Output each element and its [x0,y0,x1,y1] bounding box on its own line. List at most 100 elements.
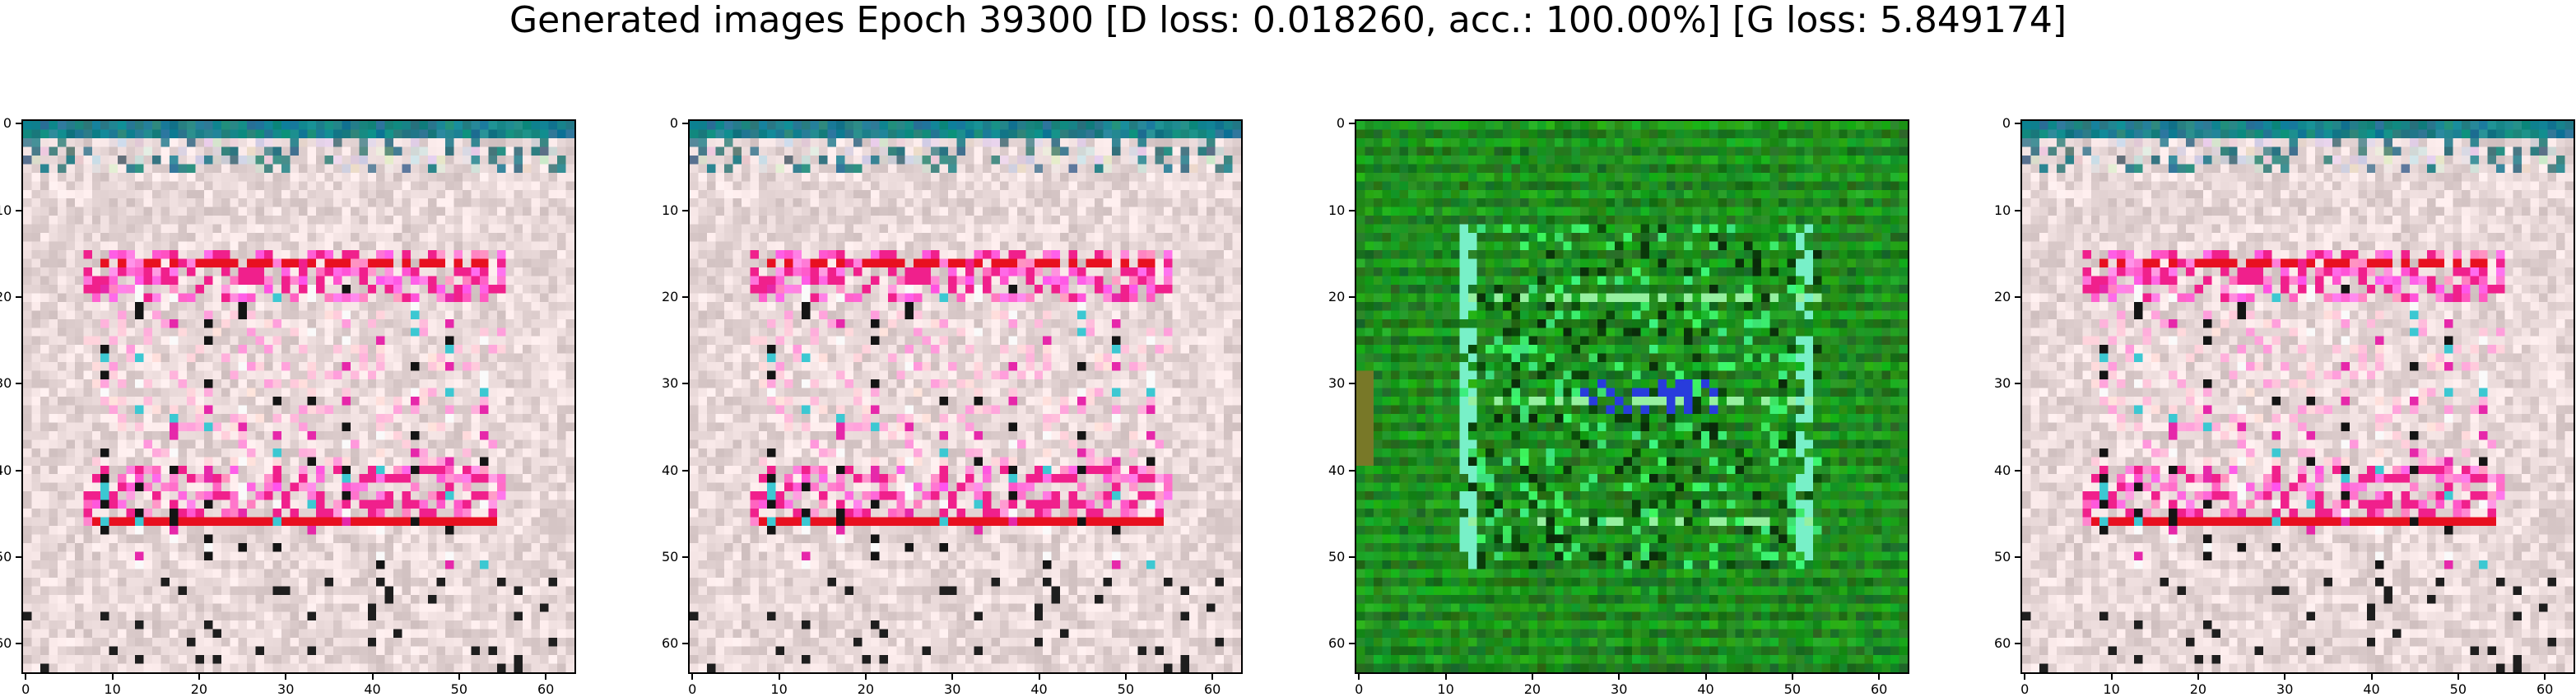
x-tick-label: 30 [277,681,295,697]
x-tick-mark [1791,674,1793,680]
x-tick-label: 30 [1611,681,1628,697]
y-tick-label: 40 [1994,462,2011,478]
y-tick-mark [682,209,688,211]
x-tick-label: 50 [1783,681,1801,697]
x-tick-mark [198,674,200,680]
x-tick-label: 30 [944,681,961,697]
x-tick-mark [1038,674,1040,680]
y-tick-label: 30 [662,375,679,392]
y-tick-label: 20 [0,288,12,304]
y-tick-mark [2015,123,2020,125]
y-tick-label: 10 [1994,202,2011,218]
x-tick-label: 50 [1117,681,1134,697]
figure-title: Generated images Epoch 39300 [D loss: 0.… [509,0,2067,41]
y-tick-mark [16,469,21,472]
x-tick-label: 10 [1437,681,1454,697]
y-tick-label: 40 [1328,462,1346,478]
y-tick-label: 30 [0,375,12,392]
y-tick-label: 60 [1328,635,1346,652]
x-tick-mark [1444,674,1447,680]
y-tick-mark [2015,295,2020,298]
generated-image-2 [688,119,1243,674]
y-tick-mark [1349,643,1355,645]
y-tick-mark [16,123,21,125]
y-tick-label: 40 [662,462,679,478]
x-tick-mark [2284,674,2286,680]
x-tick-mark [2370,674,2373,680]
y-tick-mark [16,295,21,298]
x-tick-label: 60 [2536,681,2554,697]
y-tick-mark [1349,295,1355,298]
y-tick-label: 60 [1994,635,2011,652]
x-tick-label: 60 [1870,681,1888,697]
y-tick-mark [682,123,688,125]
y-tick-mark [2015,383,2020,385]
x-tick-mark [778,674,780,680]
x-tick-label: 0 [688,681,697,697]
y-tick-label: 40 [0,462,12,478]
x-tick-label: 60 [537,681,555,697]
x-tick-mark [2110,674,2113,680]
x-tick-mark [111,674,114,680]
x-tick-mark [2544,674,2546,680]
x-tick-label: 40 [1697,681,1714,697]
y-tick-label: 10 [1328,202,1346,218]
x-tick-label: 10 [2103,681,2120,697]
y-tick-label: 20 [1328,288,1346,304]
y-tick-mark [16,209,21,211]
x-tick-label: 50 [450,681,467,697]
x-tick-mark [2457,674,2459,680]
x-tick-label: 20 [190,681,208,697]
y-tick-label: 30 [1328,375,1346,392]
x-tick-mark [2024,674,2026,680]
y-tick-mark [2015,555,2020,558]
x-tick-mark [1618,674,1620,680]
y-tick-label: 10 [0,202,12,218]
generated-image-4-canvas [2022,121,2574,672]
y-tick-label: 0 [669,115,678,132]
y-tick-label: 10 [662,202,679,218]
y-tick-mark [1349,469,1355,472]
x-tick-label: 20 [1523,681,1541,697]
y-tick-label: 0 [1336,115,1345,132]
y-tick-mark [1349,555,1355,558]
y-tick-mark [682,643,688,645]
x-tick-mark [691,674,694,680]
y-tick-label: 0 [2,115,12,132]
y-tick-label: 50 [1994,548,2011,565]
x-tick-mark [1704,674,1707,680]
y-tick-mark [1349,383,1355,385]
x-tick-label: 20 [2189,681,2207,697]
x-tick-label: 30 [2276,681,2294,697]
x-tick-mark [1124,674,1127,680]
generated-image-1 [21,119,576,674]
y-tick-mark [16,383,21,385]
x-tick-label: 10 [770,681,788,697]
y-tick-label: 50 [1328,548,1346,565]
y-tick-mark [682,555,688,558]
x-tick-label: 10 [104,681,121,697]
y-tick-mark [2015,209,2020,211]
y-tick-mark [682,383,688,385]
y-tick-label: 20 [662,288,679,304]
x-tick-label: 0 [1355,681,1364,697]
y-tick-mark [682,295,688,298]
x-tick-label: 40 [2363,681,2380,697]
y-tick-label: 50 [0,548,12,565]
y-tick-label: 60 [0,635,12,652]
x-tick-mark [2197,674,2199,680]
x-tick-label: 50 [2449,681,2467,697]
y-tick-mark [2015,469,2020,472]
x-tick-mark [951,674,954,680]
y-tick-label: 30 [1994,375,2011,392]
y-tick-label: 60 [662,635,679,652]
y-tick-mark [16,643,21,645]
x-tick-mark [458,674,460,680]
y-tick-label: 0 [2002,115,2011,132]
x-tick-mark [1878,674,1881,680]
x-tick-mark [1358,674,1360,680]
x-tick-label: 40 [1030,681,1048,697]
y-tick-mark [1349,209,1355,211]
x-tick-mark [25,674,27,680]
generated-image-3 [1355,119,1909,674]
